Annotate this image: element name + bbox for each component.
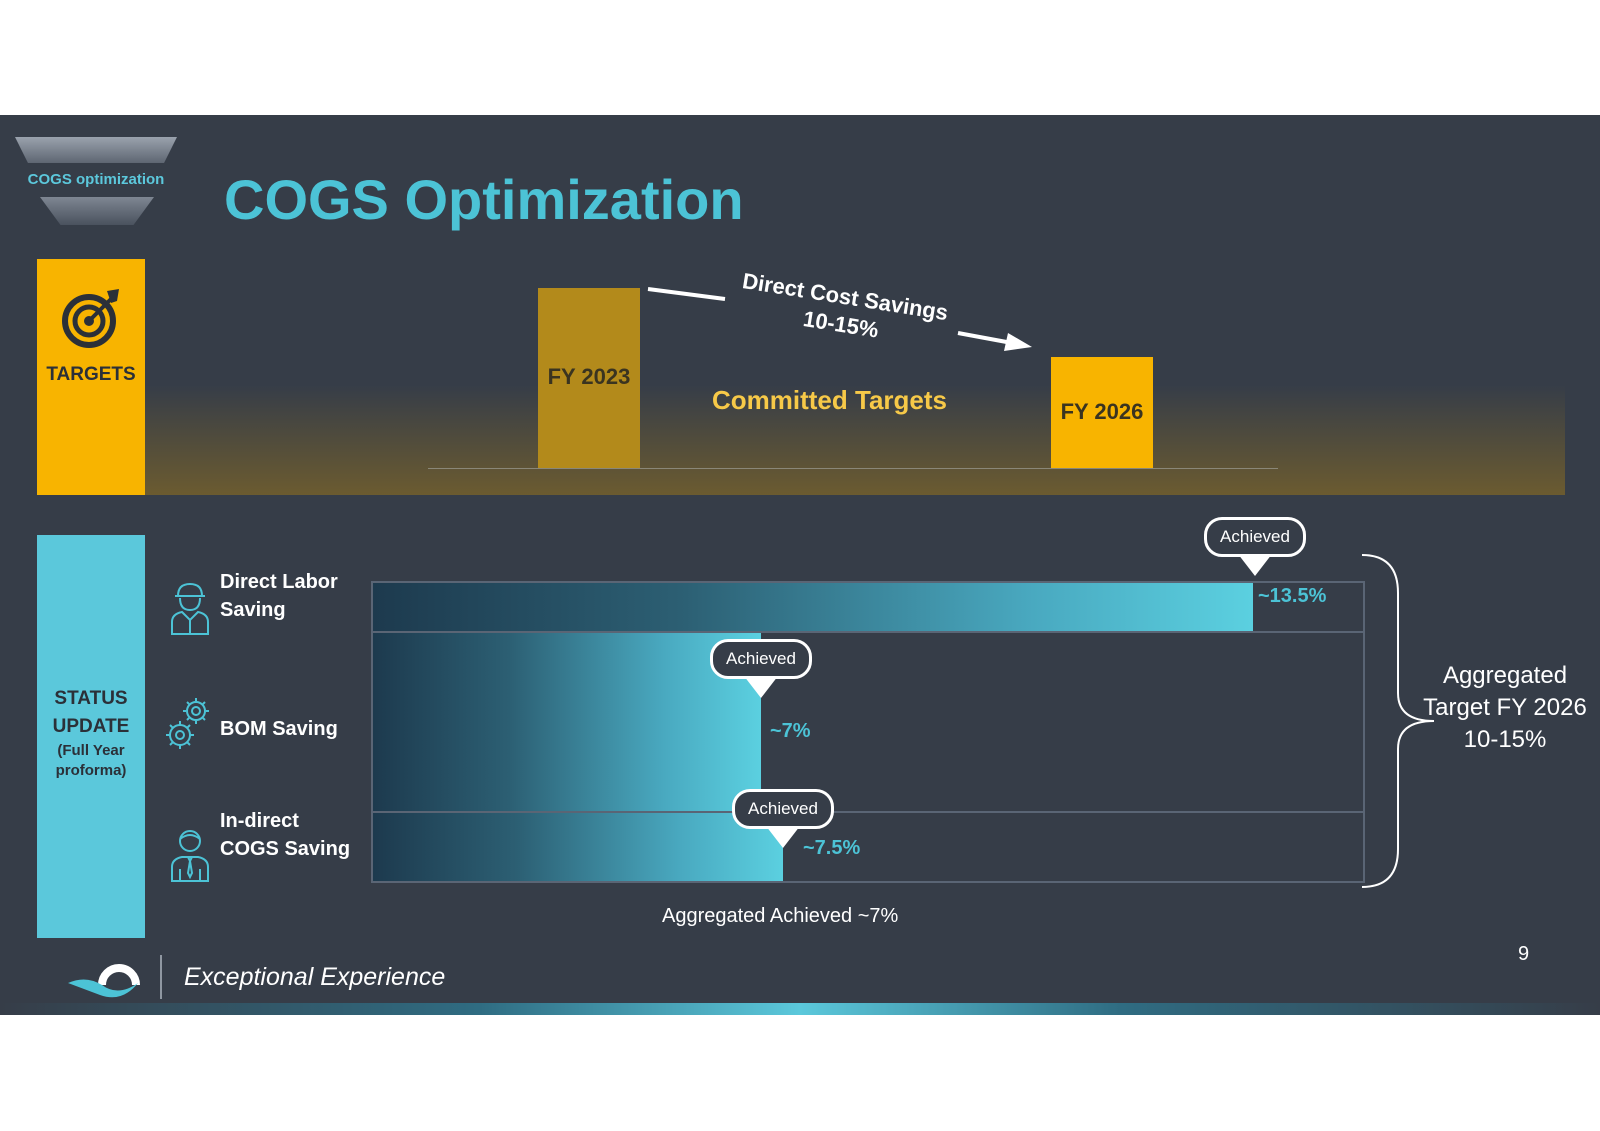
fy2023-bar: FY 2023 xyxy=(538,288,640,468)
footer-divider xyxy=(160,955,162,999)
target-icon xyxy=(62,289,119,348)
targets-baseline xyxy=(428,468,1278,469)
funnel-bottom-shape xyxy=(40,197,154,225)
status-line2: UPDATE xyxy=(52,716,130,737)
aggregated-target: Aggregated Target FY 2026 10-15% xyxy=(1420,660,1590,756)
status-line1: STATUS xyxy=(54,688,128,709)
worker-icon xyxy=(171,582,209,635)
targets-label: TARGETS xyxy=(46,364,136,385)
committed-targets-label: Committed Targets xyxy=(712,385,947,415)
direct-labor-label-line2: Saving xyxy=(220,599,286,621)
company-logo xyxy=(68,964,140,998)
footer-accent-bar xyxy=(0,1003,1600,1015)
bom-bar xyxy=(373,633,761,811)
status-label: STATUS UPDATE (Full Year proforma) xyxy=(37,685,145,781)
bom-value: ~7% xyxy=(770,720,811,742)
indirect-cogs-value: ~7.5% xyxy=(803,837,861,859)
slide: COGS optimization COGS Optimization TARG… xyxy=(0,115,1600,1015)
page-number: 9 xyxy=(1518,943,1530,965)
funnel-badge: COGS optimization xyxy=(20,167,172,193)
direct-labor-bar xyxy=(373,583,1253,631)
fy2026-label: FY 2026 xyxy=(1060,399,1144,424)
indirect-cogs-label-line2: COGS Saving xyxy=(220,838,351,860)
indirect-cogs-achieved-badge: Achieved xyxy=(732,789,834,848)
fy2023-label: FY 2023 xyxy=(547,364,631,389)
aggregated-target-line1: Aggregated xyxy=(1442,662,1568,689)
direct-labor-label-line1: Direct Labor xyxy=(220,571,338,593)
direct-labor-value: ~13.5% xyxy=(1258,585,1327,607)
direct-labor-label: Direct Labor Saving xyxy=(220,568,338,624)
employee-icon xyxy=(171,830,209,882)
indirect-cogs-track xyxy=(371,811,1365,883)
footer-tagline: Exceptional Experience xyxy=(184,963,446,991)
indirect-cogs-label: In-direct COGS Saving xyxy=(220,807,350,863)
targets-panel: TARGETS xyxy=(37,259,145,495)
targets-band xyxy=(145,385,1565,495)
status-panel: STATUS UPDATE (Full Year proforma) xyxy=(37,535,145,938)
fy2026-bar: FY 2026 xyxy=(1051,357,1153,468)
bom-achieved-badge: Achieved xyxy=(710,639,812,698)
gears-icon xyxy=(166,698,209,749)
aggregated-target-line3: 10-15% xyxy=(1463,726,1547,753)
aggregate-brace xyxy=(1361,554,1435,888)
savings-arrow xyxy=(647,287,1032,351)
bom-saving-label: BOM Saving xyxy=(220,718,338,740)
aggregated-achieved: Aggregated Achieved ~7% xyxy=(662,905,899,927)
page-title: COGS Optimization xyxy=(224,168,744,231)
status-line4: proforma) xyxy=(55,762,127,779)
indirect-cogs-bar xyxy=(373,813,783,881)
indirect-cogs-label-line1: In-direct xyxy=(220,810,299,832)
funnel-top-shape xyxy=(15,137,177,163)
funnel-badge-label: COGS optimization xyxy=(27,171,165,188)
direct-labor-achieved-badge: Achieved xyxy=(1204,517,1306,576)
status-line3: (Full Year xyxy=(57,742,125,759)
aggregated-target-line2: Target FY 2026 xyxy=(1423,694,1587,721)
